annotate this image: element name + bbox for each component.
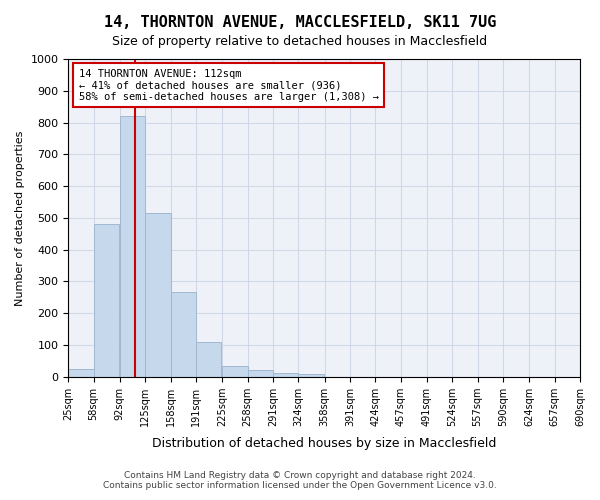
Bar [273, 374, 298, 376]
Text: 14 THORNTON AVENUE: 112sqm
← 41% of detached houses are smaller (936)
58% of sem: 14 THORNTON AVENUE: 112sqm ← 41% of deta… [79, 68, 379, 102]
Y-axis label: Number of detached properties: Number of detached properties [15, 130, 25, 306]
Bar [145, 213, 170, 376]
X-axis label: Distribution of detached houses by size in Macclesfield: Distribution of detached houses by size … [152, 437, 496, 450]
Bar [68, 368, 94, 376]
Bar [248, 370, 273, 376]
Bar [94, 224, 119, 376]
Text: 14, THORNTON AVENUE, MACCLESFIELD, SK11 7UG: 14, THORNTON AVENUE, MACCLESFIELD, SK11 … [104, 15, 496, 30]
Bar [298, 374, 324, 376]
Text: Contains HM Land Registry data © Crown copyright and database right 2024.
Contai: Contains HM Land Registry data © Crown c… [103, 470, 497, 490]
Bar [170, 292, 196, 376]
Bar [222, 366, 248, 376]
Bar [120, 116, 145, 376]
Bar [196, 342, 221, 376]
Text: Size of property relative to detached houses in Macclesfield: Size of property relative to detached ho… [112, 35, 488, 48]
